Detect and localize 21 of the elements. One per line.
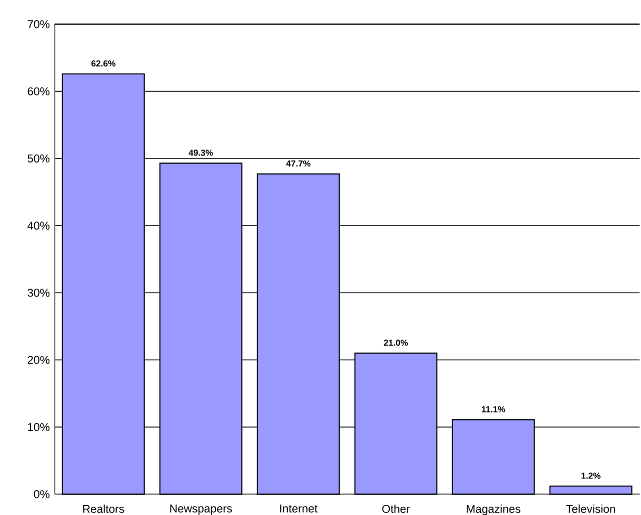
data-label: 21.0% — [384, 340, 408, 346]
y-tick-label: 40% — [27, 222, 50, 230]
y-tick-label: 20% — [28, 356, 50, 364]
y-tick-label: 0% — [34, 490, 50, 498]
x-tick-label: Other — [382, 504, 410, 513]
y-tick-label: 70% — [28, 20, 50, 28]
x-tick-label: Realtors — [83, 504, 124, 513]
y-tick-label: 60% — [28, 87, 50, 96]
bar — [549, 486, 632, 495]
x-tick-label: Newspapers — [170, 504, 232, 515]
x-tick-label: Magazines — [466, 504, 520, 515]
data-label: 47.7% — [286, 160, 310, 167]
data-label: 49.3% — [188, 150, 213, 156]
y-tick-label: 10% — [28, 423, 50, 432]
y-tick-label: 30% — [28, 288, 50, 297]
y-tick-label: 50% — [28, 154, 50, 162]
data-label: 11.1% — [482, 406, 506, 412]
x-tick-label: Internet — [280, 504, 318, 512]
x-tick-label: Television — [566, 504, 615, 513]
data-label: 1.2% — [582, 472, 600, 479]
data-label: 62.6% — [91, 60, 116, 66]
